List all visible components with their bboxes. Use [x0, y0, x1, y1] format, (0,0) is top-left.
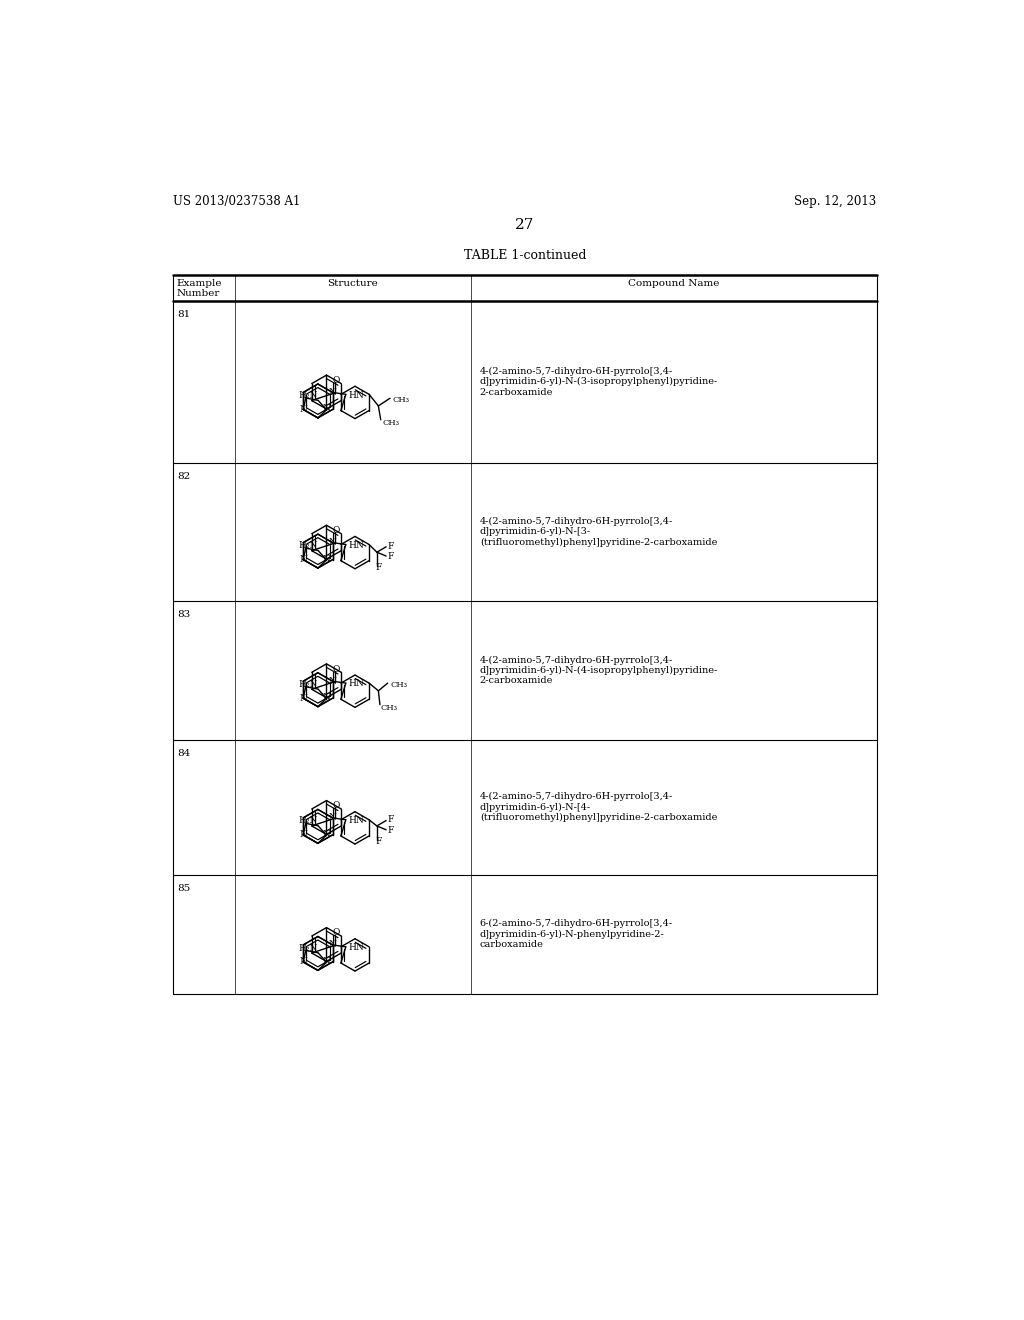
- Text: N: N: [299, 830, 307, 840]
- Text: N: N: [299, 957, 307, 966]
- Text: N: N: [329, 940, 337, 949]
- Text: 4-(2-amino-5,7-dihydro-6H-pyrrolo[3,4-
d]pyrimidin-6-yl)-N-[3-
(trifluoromethyl): 4-(2-amino-5,7-dihydro-6H-pyrrolo[3,4- d…: [480, 516, 717, 546]
- Text: N: N: [323, 404, 331, 413]
- Text: US 2013/0237538 A1: US 2013/0237538 A1: [173, 195, 300, 209]
- Text: N: N: [323, 830, 331, 840]
- Text: F: F: [375, 837, 382, 846]
- Text: HN: HN: [349, 391, 365, 400]
- Text: CH₃: CH₃: [392, 396, 410, 404]
- Text: 83: 83: [177, 610, 190, 619]
- Text: H₂N: H₂N: [299, 944, 318, 953]
- Text: CH₃: CH₃: [390, 681, 407, 689]
- Text: 85: 85: [177, 884, 190, 892]
- Text: Sep. 12, 2013: Sep. 12, 2013: [795, 195, 877, 209]
- Text: 81: 81: [177, 310, 190, 319]
- Text: Structure: Structure: [328, 279, 378, 288]
- Text: F: F: [388, 826, 394, 836]
- Text: N: N: [323, 693, 331, 702]
- Text: 82: 82: [177, 471, 190, 480]
- Text: 6-(2-amino-5,7-dihydro-6H-pyrrolo[3,4-
d]pyrimidin-6-yl)-N-phenylpyridine-2-
car: 6-(2-amino-5,7-dihydro-6H-pyrrolo[3,4- d…: [480, 919, 673, 949]
- Text: O: O: [333, 928, 340, 937]
- Text: HN: HN: [349, 680, 365, 688]
- Text: H₂N: H₂N: [299, 541, 318, 550]
- Text: CH₃: CH₃: [381, 704, 397, 711]
- Text: N: N: [323, 554, 331, 564]
- Text: HN: HN: [349, 541, 365, 549]
- Text: HN: HN: [349, 816, 365, 825]
- Text: N: N: [323, 957, 331, 966]
- Text: H₂N: H₂N: [299, 391, 318, 400]
- Text: HN: HN: [349, 942, 365, 952]
- Text: 27: 27: [515, 218, 535, 232]
- Text: F: F: [388, 541, 394, 550]
- Text: O: O: [333, 527, 340, 535]
- Text: N: N: [329, 388, 337, 397]
- Text: N: N: [329, 539, 337, 546]
- Text: N: N: [329, 813, 337, 822]
- Text: O: O: [333, 801, 340, 810]
- Text: H₂N: H₂N: [299, 680, 318, 689]
- Text: O: O: [333, 665, 340, 673]
- Text: F: F: [388, 552, 394, 561]
- Text: N: N: [329, 677, 337, 685]
- Text: N: N: [299, 405, 307, 414]
- Text: H₂N: H₂N: [299, 817, 318, 825]
- Text: TABLE 1-continued: TABLE 1-continued: [464, 249, 586, 263]
- Text: Example
Number: Example Number: [176, 279, 221, 298]
- Text: CH₃: CH₃: [382, 418, 399, 426]
- Text: 84: 84: [177, 748, 190, 758]
- Text: N: N: [299, 694, 307, 702]
- Text: F: F: [375, 564, 382, 572]
- Text: N: N: [299, 556, 307, 564]
- Text: O: O: [333, 376, 340, 385]
- Text: 4-(2-amino-5,7-dihydro-6H-pyrrolo[3,4-
d]pyrimidin-6-yl)-N-(4-isopropylphenyl)py: 4-(2-amino-5,7-dihydro-6H-pyrrolo[3,4- d…: [480, 656, 718, 685]
- Text: 4-(2-amino-5,7-dihydro-6H-pyrrolo[3,4-
d]pyrimidin-6-yl)-N-(3-isopropylphenyl)py: 4-(2-amino-5,7-dihydro-6H-pyrrolo[3,4- d…: [480, 367, 718, 397]
- Text: Compound Name: Compound Name: [628, 279, 719, 288]
- Text: 4-(2-amino-5,7-dihydro-6H-pyrrolo[3,4-
d]pyrimidin-6-yl)-N-[4-
(trifluoromethyl): 4-(2-amino-5,7-dihydro-6H-pyrrolo[3,4- d…: [480, 792, 717, 822]
- Text: F: F: [388, 816, 394, 824]
